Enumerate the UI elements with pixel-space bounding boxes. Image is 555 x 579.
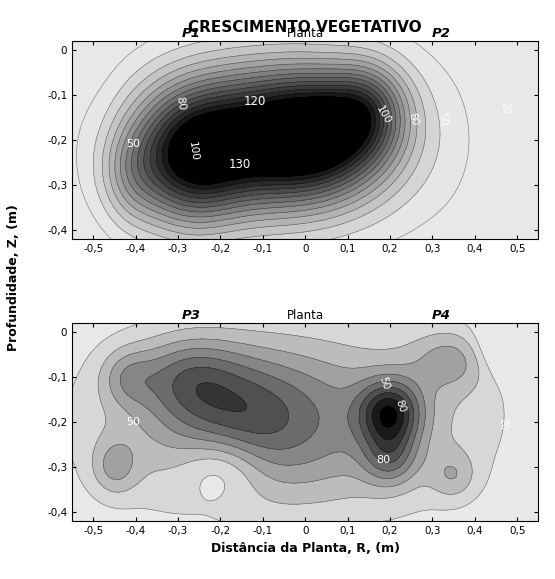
- Text: 50: 50: [377, 376, 390, 391]
- Text: 50: 50: [436, 112, 450, 127]
- Text: Planta: Planta: [287, 309, 324, 321]
- Text: 130: 130: [229, 158, 251, 171]
- X-axis label: Distância da Planta, R, (m): Distância da Planta, R, (m): [211, 541, 400, 555]
- Text: P3: P3: [181, 309, 200, 321]
- Text: P4: P4: [431, 309, 450, 321]
- Text: 80: 80: [377, 455, 391, 465]
- Text: 20: 20: [497, 417, 508, 431]
- Text: Planta: Planta: [287, 27, 324, 39]
- Text: P1: P1: [181, 27, 200, 39]
- Text: 20: 20: [499, 102, 510, 115]
- Text: 80: 80: [393, 398, 407, 414]
- Text: 80: 80: [174, 96, 186, 112]
- Text: CRESCIMENTO VEGETATIVO: CRESCIMENTO VEGETATIVO: [189, 20, 422, 35]
- Text: Profundidade, Z, (m): Profundidade, Z, (m): [7, 204, 21, 351]
- Text: 100: 100: [375, 104, 393, 126]
- Text: 50: 50: [127, 417, 140, 427]
- Text: 100: 100: [186, 141, 199, 162]
- Text: 50: 50: [127, 140, 140, 149]
- Text: P2: P2: [431, 27, 450, 39]
- Text: 80: 80: [407, 112, 420, 127]
- Text: 120: 120: [243, 95, 266, 108]
